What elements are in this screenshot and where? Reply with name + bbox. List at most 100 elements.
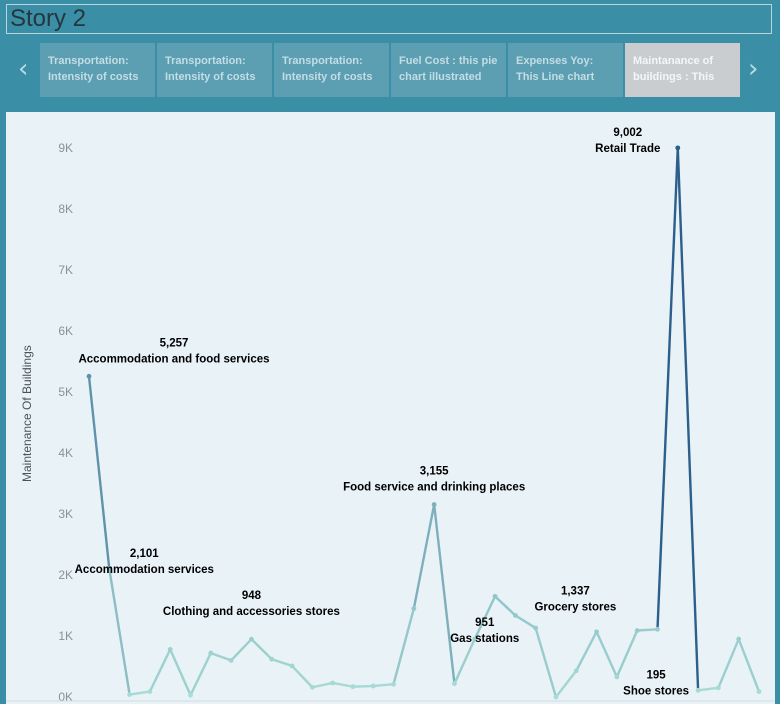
y-tick-label: 6K xyxy=(58,324,73,338)
data-label-category: Shoe stores xyxy=(623,685,689,697)
line-segment xyxy=(737,637,761,693)
line-segment xyxy=(229,637,253,662)
line-segment xyxy=(635,628,659,632)
data-point[interactable] xyxy=(533,625,539,631)
data-label-value: 948 xyxy=(242,590,262,602)
line-segment xyxy=(108,567,131,696)
line-segment xyxy=(189,651,213,697)
data-label-category: Accommodation and food services xyxy=(78,353,269,365)
data-point[interactable] xyxy=(106,566,112,572)
data-point[interactable] xyxy=(452,681,457,686)
y-tick-label: 8K xyxy=(58,202,73,216)
y-tick-label: 3K xyxy=(58,507,73,521)
data-label-category: Food service and drinking places xyxy=(343,482,525,494)
story-title: Story 2 xyxy=(6,4,772,34)
y-axis: 0K 1K 2K 3K 4K 5K 6K 7K 8K 9K xyxy=(58,141,73,704)
data-point[interactable] xyxy=(350,684,356,690)
data-point[interactable] xyxy=(86,373,92,379)
story-point-5[interactable]: Expenses Yoy: This Line chart xyxy=(508,43,623,97)
line-segment xyxy=(696,686,720,692)
line-segment xyxy=(473,595,497,641)
line-segment xyxy=(128,690,152,696)
line-segment xyxy=(270,657,294,668)
data-label-value: 3,155 xyxy=(420,466,449,478)
data-point[interactable] xyxy=(309,684,315,690)
data-point[interactable] xyxy=(147,689,153,694)
line-segment xyxy=(575,630,598,672)
data-point[interactable] xyxy=(472,636,478,642)
data-point[interactable] xyxy=(715,685,721,691)
data-point[interactable] xyxy=(695,687,701,693)
line-segment xyxy=(656,146,679,631)
data-point[interactable] xyxy=(553,694,559,700)
y-tick-label: 7K xyxy=(58,263,73,277)
story-point-3[interactable]: Transportation: Intensity of costs xyxy=(274,43,389,97)
data-point[interactable] xyxy=(208,650,214,656)
y-tick-label: 0K xyxy=(58,690,73,704)
data-point[interactable] xyxy=(655,626,660,632)
data-point[interactable] xyxy=(736,636,742,642)
data-label-category: Retail Trade xyxy=(595,143,660,155)
data-point[interactable] xyxy=(330,680,336,686)
data-label-category: Grocery stores xyxy=(534,601,616,613)
data-label-value: 195 xyxy=(646,669,666,681)
data-label-value: 5,257 xyxy=(160,337,189,349)
data-point[interactable] xyxy=(228,658,234,663)
y-axis-title: Maintenance Of Buildings xyxy=(20,345,34,482)
data-point[interactable] xyxy=(391,681,396,687)
line-segment xyxy=(453,637,476,685)
data-point[interactable] xyxy=(411,606,417,611)
data-point[interactable] xyxy=(127,692,133,697)
line-segment xyxy=(87,375,111,571)
data-labels: 5,257 Accommodation and food services 2,10… xyxy=(75,127,689,697)
data-point[interactable] xyxy=(573,668,579,674)
story-point-4[interactable]: Fuel Cost : this pie chart illustrated xyxy=(391,43,506,97)
line-chart: 0K 1K 2K 3K 4K 5K 6K 7K 8K 9K Maintenance Of Buil… xyxy=(6,127,775,704)
chevron-left-icon[interactable]: ‹ xyxy=(18,54,29,84)
data-point[interactable] xyxy=(634,628,640,633)
line-segment xyxy=(534,626,558,699)
data-label-category: Clothing and accessories stores xyxy=(163,606,340,618)
series-points xyxy=(86,145,762,700)
line-segment xyxy=(169,648,192,697)
line-segment xyxy=(392,607,416,686)
y-tick-label: 9K xyxy=(58,141,73,155)
data-point[interactable] xyxy=(431,502,437,507)
data-point[interactable] xyxy=(188,692,193,698)
story-point-2[interactable]: Transportation: Intensity of costs xyxy=(157,43,272,97)
data-point[interactable] xyxy=(594,629,599,635)
data-label-category: Accommodation services xyxy=(75,564,214,576)
line-segment xyxy=(331,681,355,688)
data-label-category: Gas stations xyxy=(450,633,519,645)
line-segment xyxy=(615,629,639,679)
y-tick-label: 1K xyxy=(58,629,73,643)
data-point[interactable] xyxy=(614,674,620,680)
data-point[interactable] xyxy=(675,145,681,151)
series-line xyxy=(87,146,761,699)
line-segment xyxy=(554,669,578,699)
data-point[interactable] xyxy=(512,613,518,618)
chevron-right-icon[interactable]: › xyxy=(748,54,759,84)
story-point-6-active[interactable]: Maintanance of buildings : This xyxy=(625,43,740,97)
data-label-value: 951 xyxy=(475,617,495,629)
data-point[interactable] xyxy=(269,656,275,662)
line-segment xyxy=(250,637,273,661)
data-point[interactable] xyxy=(492,593,498,599)
line-segment xyxy=(351,684,375,688)
line-segment xyxy=(290,664,314,689)
data-point[interactable] xyxy=(167,647,173,652)
line-segment xyxy=(372,682,395,688)
data-point[interactable] xyxy=(289,663,295,669)
data-label-value: 9,002 xyxy=(613,127,642,139)
data-point[interactable] xyxy=(249,636,254,642)
line-segment xyxy=(514,614,537,630)
story-point-1[interactable]: Transportation: Intensity of costs xyxy=(40,43,155,97)
line-segment xyxy=(209,651,233,662)
line-segment xyxy=(148,648,172,693)
data-point[interactable] xyxy=(370,683,376,689)
y-tick-label: 4K xyxy=(58,446,73,460)
data-point[interactable] xyxy=(756,689,762,694)
y-tick-label: 5K xyxy=(58,385,73,399)
line-segment xyxy=(676,146,700,692)
y-tick-label: 2K xyxy=(58,568,73,582)
